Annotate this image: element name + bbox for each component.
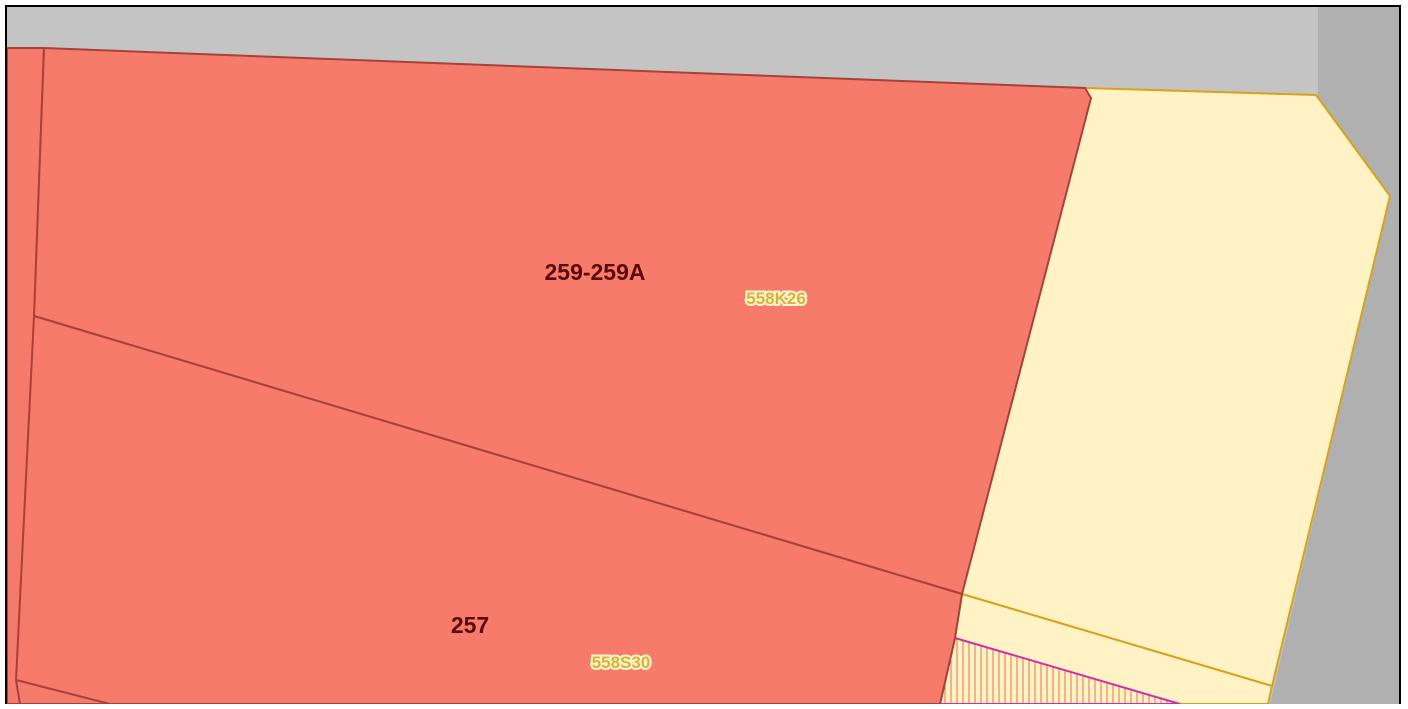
parcel-number-label: 257 [451, 612, 489, 638]
street-right [1270, 7, 1399, 704]
parcel-259-259A[interactable] [32, 46, 1093, 596]
parcel-red-left-strip[interactable] [7, 47, 46, 704]
parcel-code-label: 558S30 [592, 653, 651, 672]
parcel-number-label: 259-259A [544, 259, 645, 285]
boundary-line-bottom-left [15, 679, 111, 704]
parcel-code-label: 558K26 [746, 289, 806, 308]
